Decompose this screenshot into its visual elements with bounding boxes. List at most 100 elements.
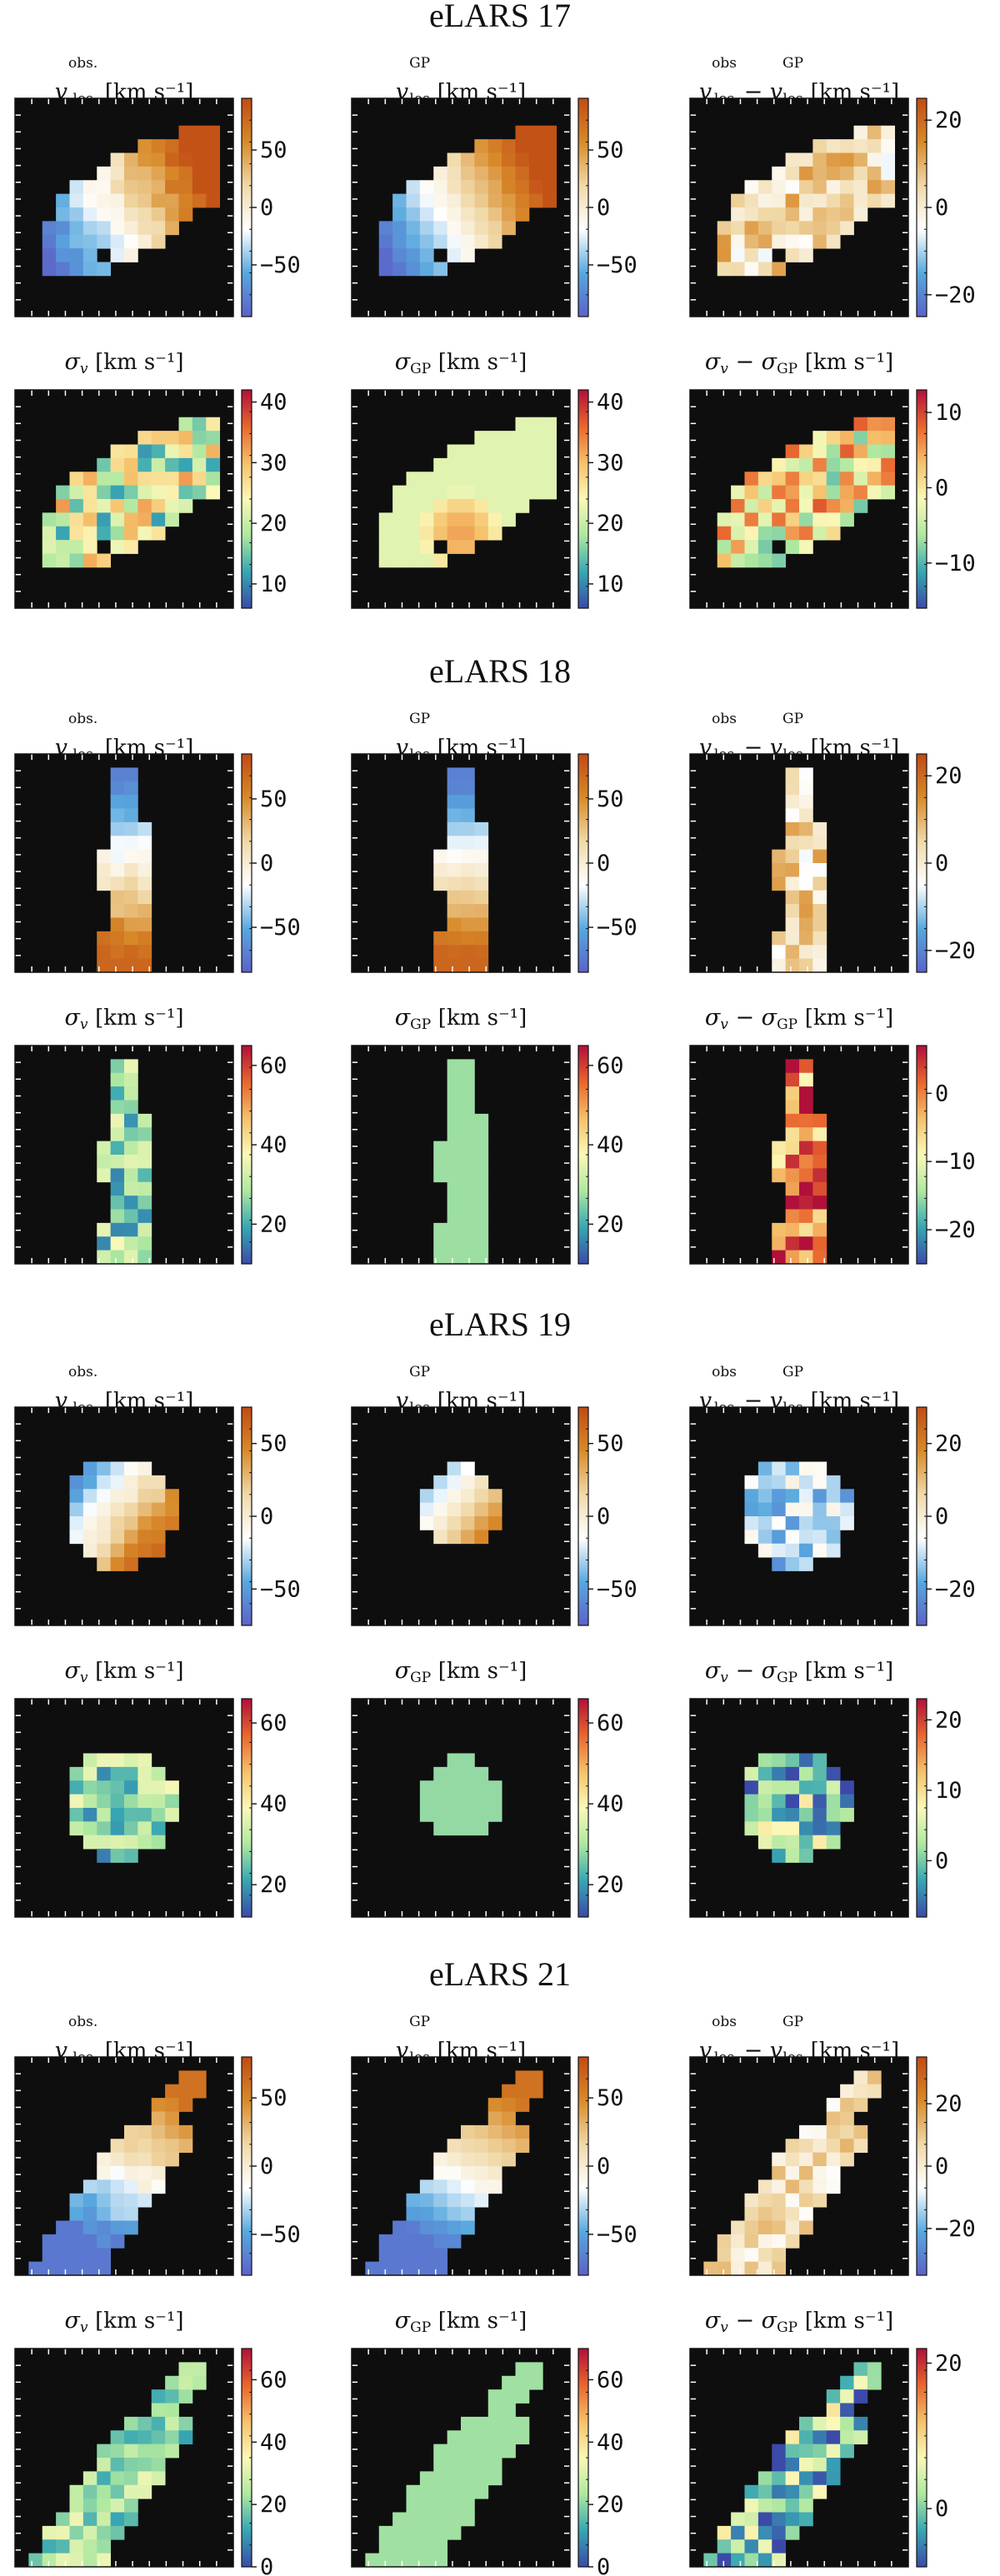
map-pixel xyxy=(799,2207,813,2221)
map-pixel xyxy=(812,1766,828,1781)
colorbar-tick-label: 10 xyxy=(597,572,624,597)
map-pixel xyxy=(812,2444,828,2459)
map-pixel xyxy=(474,1168,489,1183)
map-pixel xyxy=(433,2499,448,2513)
map-pixel xyxy=(69,234,84,249)
map-pixel xyxy=(378,553,393,568)
map-pixel xyxy=(772,1250,787,1265)
map-pixel xyxy=(785,2179,800,2194)
colorbar-tick-label: 0 xyxy=(260,2154,273,2179)
map-pixel xyxy=(110,1086,125,1101)
map-pixel xyxy=(799,876,813,891)
map-pixel xyxy=(744,262,759,277)
map-pixel xyxy=(447,540,462,554)
map-pixel xyxy=(853,2084,868,2099)
panel-title-sigma_obs: σv [km s⁻¹] xyxy=(64,349,184,377)
map-pixel xyxy=(785,917,800,932)
map-pixel xyxy=(124,1059,138,1074)
map-pixel xyxy=(378,248,393,262)
map-pixel xyxy=(69,2484,84,2499)
map-pixel xyxy=(744,1766,759,1781)
map-pixel xyxy=(812,1794,828,1809)
map-pixel xyxy=(826,472,841,487)
unit-label: [km s⁻¹] xyxy=(95,1659,184,1684)
map-pixel xyxy=(419,1808,434,1822)
map-pixel xyxy=(124,904,138,918)
map-pixel xyxy=(731,2234,745,2249)
map-pixel xyxy=(474,2139,489,2154)
map-pixel xyxy=(124,193,138,208)
map-pixel xyxy=(474,1209,489,1224)
map-pixel xyxy=(56,262,70,277)
unit-label: [km s⁻¹] xyxy=(438,1659,528,1684)
unit-label: [km s⁻¹] xyxy=(95,2309,184,2334)
map-pixel xyxy=(867,166,882,181)
map-panel-vlos_gp: 500−50 xyxy=(351,753,638,973)
colorbar-tick-label: 20 xyxy=(935,763,962,789)
map-pixel xyxy=(758,180,772,195)
map-pixel xyxy=(151,2471,166,2486)
map-pixel xyxy=(69,207,84,222)
map-pixel xyxy=(110,767,125,782)
map-pixel xyxy=(447,1516,462,1530)
map-pixel xyxy=(515,457,530,472)
map-pixel xyxy=(840,499,854,513)
map-pixel xyxy=(853,193,868,208)
map-pixel xyxy=(97,1236,112,1251)
map-pixel xyxy=(56,2220,70,2235)
map-pixel xyxy=(138,234,152,249)
map-pixel xyxy=(772,2444,787,2459)
map-pixel xyxy=(433,1155,448,1169)
map-pixel xyxy=(515,2416,530,2431)
map-pixel xyxy=(69,1794,84,1809)
map-pixel xyxy=(406,2553,421,2568)
map-pixel xyxy=(138,139,152,153)
map-frame xyxy=(689,2056,909,2276)
map-pixel xyxy=(178,2098,193,2112)
map-pixel xyxy=(785,512,800,527)
map-pixel xyxy=(97,2207,112,2221)
map-pixel xyxy=(178,457,193,472)
map-pixel xyxy=(744,193,759,208)
map-pixel xyxy=(758,1821,772,1836)
map-pixel xyxy=(758,2484,772,2499)
map-pixel xyxy=(488,2471,502,2486)
map-pixel xyxy=(785,1489,800,1504)
map-pixel xyxy=(528,485,543,500)
map-pixel xyxy=(461,485,475,500)
map-frame xyxy=(351,753,571,973)
map-pixel xyxy=(433,221,448,236)
map-pixel xyxy=(69,512,84,527)
map-pixel xyxy=(110,180,125,195)
map-pixel xyxy=(82,1502,98,1517)
map-pixel xyxy=(178,485,193,500)
map-pixel xyxy=(826,180,841,195)
colorbar-tick-label: −50 xyxy=(260,1576,301,1602)
map-pixel xyxy=(474,1222,489,1237)
map-pixel xyxy=(433,2484,448,2499)
map-pixel xyxy=(502,221,516,236)
map-pixel xyxy=(42,2234,57,2249)
map-pixel xyxy=(151,2416,166,2431)
map-pixel xyxy=(799,2499,813,2513)
map-pixel xyxy=(419,2499,434,2513)
map-pixel xyxy=(392,193,407,208)
map-pixel xyxy=(772,2512,787,2527)
map-pixel xyxy=(799,2458,813,2472)
map-pixel xyxy=(515,431,530,445)
map-pixel xyxy=(785,1461,800,1476)
colorbar-tick-label: 60 xyxy=(260,1053,288,1079)
map-pixel xyxy=(461,1808,475,1822)
colorbar-tick-label: 20 xyxy=(935,107,962,133)
map-pixel xyxy=(151,1489,166,1504)
map-pixel xyxy=(110,193,125,208)
map-pixel xyxy=(772,2458,787,2472)
map-pixel xyxy=(488,2403,502,2418)
map-pixel xyxy=(447,2525,462,2540)
map-panel-vlos_obs: 500−50 xyxy=(14,753,301,973)
map-pixel xyxy=(124,1086,138,1101)
map-pixel xyxy=(474,139,489,153)
map-pixel xyxy=(124,1835,138,1850)
map-pixel xyxy=(124,2152,138,2167)
map-pixel xyxy=(138,1794,152,1809)
